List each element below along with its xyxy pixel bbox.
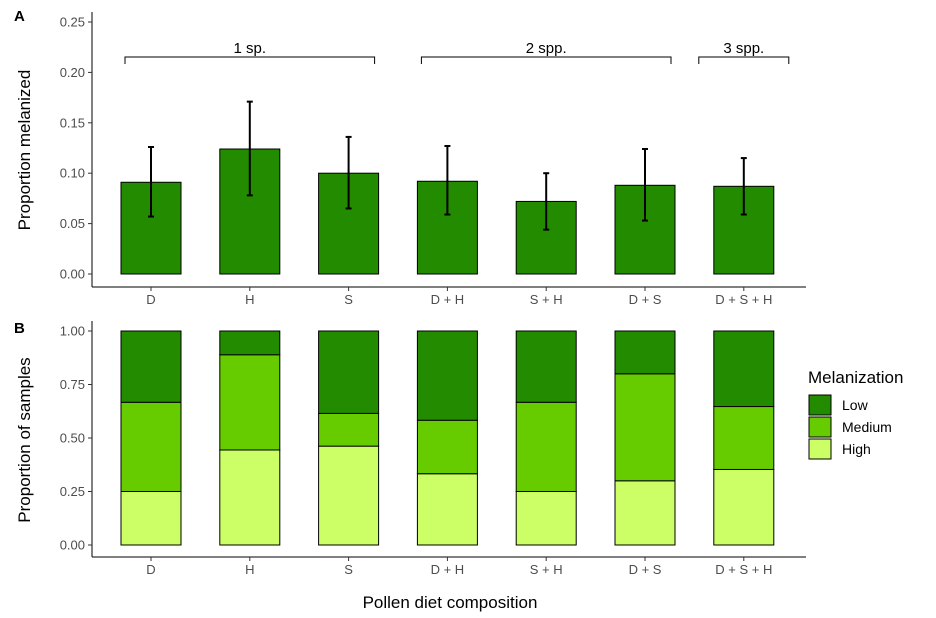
panel-b-x-tick-label: D + H [431, 562, 465, 577]
legend-label: Low [842, 397, 869, 413]
panel-b-tag: B [14, 320, 25, 337]
panel-b-y-tick-label: 0.50 [60, 431, 85, 446]
stacked-bar-d [120, 330, 182, 546]
legend-label: High [842, 441, 871, 457]
error-bar-s [345, 135, 352, 210]
panel-a-y-axis-title: Proportion melanized [15, 70, 34, 231]
error-bar-d-s [642, 148, 648, 222]
stacked-bar-s-h [515, 330, 577, 546]
panel-a-y-tick-label: 0.00 [60, 267, 85, 282]
panel-a-tag: A [14, 8, 25, 25]
segment-medium [713, 406, 775, 470]
panel-b-x-tick-label: S [344, 562, 353, 577]
panel-a-x-tick-label: D [146, 292, 155, 307]
legend: Melanization Low Medium High [808, 368, 903, 460]
segment-high [318, 445, 380, 546]
panel-a-group-brackets: 1 sp. 2 spp. 3 spp. [124, 40, 790, 64]
legend-swatch [808, 416, 832, 438]
segment-low [318, 330, 380, 414]
bracket-line [698, 56, 790, 64]
legend-swatch [808, 438, 832, 460]
panel-a-x-tick-label: D + S [629, 292, 662, 307]
legend-swatch [808, 394, 832, 416]
panel-a-y-tick-label: 0.25 [60, 15, 85, 30]
error-bar-d [148, 145, 154, 218]
segment-medium [614, 373, 676, 482]
segment-medium [318, 412, 380, 447]
panel-b-stacked-bars [120, 330, 775, 546]
bracket-label: 3 spp. [723, 40, 764, 57]
panel-a-y-tick-label: 0.15 [60, 115, 85, 130]
segment-high [416, 473, 478, 546]
stacked-bar-s [318, 330, 380, 546]
panel-a-x-tick-label: D + H [431, 292, 465, 307]
error-bar-h [246, 100, 253, 197]
error-bar-d-h [444, 144, 451, 216]
legend-label: Medium [842, 419, 892, 435]
panel-b-y-tick-label: 0.25 [60, 484, 85, 499]
x-axis-title: Pollen diet composition [363, 593, 538, 612]
panel-b: B 0.00 0.25 0.50 0.75 1.00 D H S D + H S + H D + S… [14, 320, 903, 612]
panel-b-y-tick-label: 0.75 [60, 377, 85, 392]
segment-low [614, 330, 676, 375]
segment-medium [219, 354, 281, 451]
segment-medium [515, 401, 577, 492]
panel-a-y-tick-label: 0.05 [60, 216, 85, 231]
panel-a-x-tick-label: S + H [530, 292, 563, 307]
segment-high [713, 468, 775, 546]
segment-high [515, 491, 577, 546]
panel-a-error-bars [148, 100, 747, 231]
legend-item-low: Low [808, 394, 869, 416]
bracket-2-spp: 2 spp. [420, 40, 672, 64]
segment-low [713, 330, 775, 408]
panel-b-y-tick-label: 0.00 [60, 538, 85, 553]
panel-b-x-tick-label: D [146, 562, 155, 577]
bracket-line [124, 56, 376, 64]
panel-b-x-tick-label: D + S + H [715, 562, 772, 577]
panel-a-x-tick-label: S [344, 292, 353, 307]
segment-high [120, 491, 182, 546]
stacked-bar-d-s-h [713, 330, 775, 546]
panel-a: A 0.00 0.05 0.10 0.15 0.20 0.25 D H S D + H S + H D… [14, 8, 806, 307]
legend-title: Melanization [808, 368, 903, 387]
bracket-1-sp: 1 sp. [124, 40, 376, 64]
panel-b-axes: 0.00 0.25 0.50 0.75 1.00 D H S D + H S + H D + S D … [60, 321, 806, 577]
legend-item-high: High [808, 438, 871, 460]
error-bar-d-s-h [740, 157, 747, 216]
bracket-3-spp: 3 spp. [698, 40, 790, 64]
panel-b-y-axis-title: Proportion of samples [15, 357, 34, 522]
segment-high [219, 449, 281, 546]
segment-low [120, 330, 182, 403]
panel-b-y-tick-label: 1.00 [60, 324, 85, 339]
panel-a-y-tick-label: 0.10 [60, 166, 85, 181]
segment-medium [120, 401, 182, 492]
stacked-bar-h [219, 330, 281, 546]
legend-item-medium: Medium [808, 416, 892, 438]
segment-low [515, 330, 577, 403]
panel-a-y-tick-label: 0.20 [60, 65, 85, 80]
bracket-label: 2 spp. [526, 40, 567, 57]
panel-a-x-tick-label: D + S + H [715, 292, 772, 307]
bracket-line [420, 56, 672, 64]
segment-high [614, 480, 676, 546]
legend-items: Low Medium High [808, 394, 892, 460]
panel-a-axes: 0.00 0.05 0.10 0.15 0.20 0.25 D H S D + H S + H D +… [60, 12, 806, 307]
panel-b-x-tick-label: S + H [530, 562, 563, 577]
segment-low [416, 330, 478, 421]
error-bar-s-h [543, 172, 550, 231]
panel-a-x-tick-label: H [245, 292, 254, 307]
stacked-bar-d-h [416, 330, 478, 546]
panel-b-x-tick-label: H [245, 562, 254, 577]
panel-b-x-tick-label: D + S [629, 562, 662, 577]
bracket-label: 1 sp. [234, 40, 267, 57]
stacked-bar-d-s [614, 330, 676, 546]
segment-medium [416, 419, 478, 475]
segment-low [219, 330, 281, 356]
